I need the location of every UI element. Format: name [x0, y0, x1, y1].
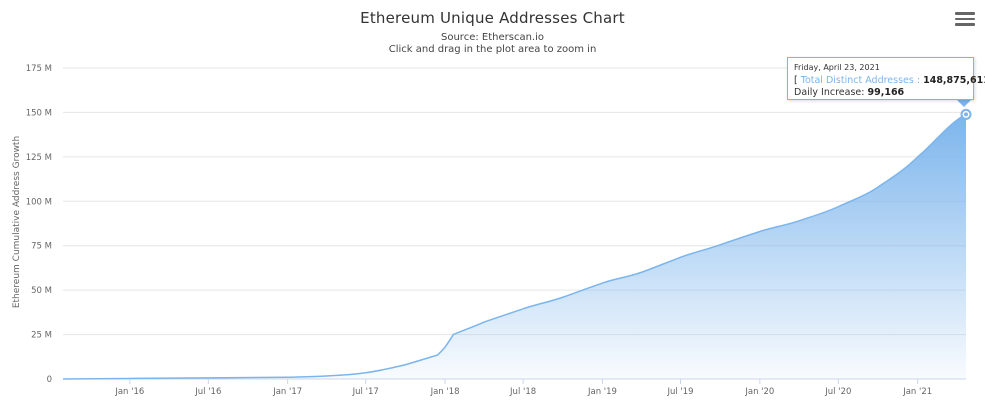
- tooltip-increase-label: Daily Increase:: [794, 87, 865, 98]
- y-axis-title: Ethereum Cumulative Address Growth: [12, 136, 22, 308]
- tooltip-increase-value: 99,166: [867, 87, 905, 98]
- chart-subtitle-zoom-hint: Click and drag in the plot area to zoom …: [388, 44, 597, 55]
- tooltip-series-line: [ Total Distinct Addresses : 148,875,611…: [794, 74, 985, 88]
- highlighted-data-point-core: [964, 112, 968, 117]
- x-tick-label: Jan '20: [744, 387, 774, 397]
- x-tick-label: Jul '18: [509, 387, 536, 397]
- chart-subtitle-source: Source: Etherscan.io: [441, 32, 544, 43]
- y-axis: 0 25 M 50 M 75 M 100 M 125 M 150 M 175 M: [26, 64, 52, 385]
- y-tick-label: 175 M: [26, 64, 52, 74]
- x-tick-label: Jul '20: [824, 387, 851, 397]
- tooltip: Friday, April 23, 2021 [ Total Distinct …: [787, 57, 985, 100]
- x-tick-label: Jan '17: [272, 387, 302, 397]
- x-tick-label: Jul '17: [352, 387, 379, 397]
- tooltip-arrow: [956, 99, 972, 107]
- tooltip-date: Friday, April 23, 2021: [794, 63, 880, 72]
- x-tick-label: Jan '19: [587, 387, 617, 397]
- y-tick-label: 50 M: [31, 286, 52, 296]
- x-tick-label: Jan '21: [902, 387, 932, 397]
- series-area-total-distinct-addresses[interactable]: [63, 114, 966, 380]
- tooltip-series-value: 148,875,611: [923, 74, 985, 86]
- series-line-total-distinct-addresses: [62, 113, 967, 380]
- x-axis: Jan '16 Jul '16 Jan '17 Jul '17 Jan '18 Jul '…: [114, 379, 932, 397]
- y-tick-label: 150 M: [26, 108, 52, 118]
- x-tick-label: Jan '16: [114, 387, 144, 397]
- tooltip-bracket-open: [: [794, 74, 798, 86]
- x-tick-label: Jul '16: [194, 387, 221, 397]
- hamburger-menu-icon[interactable]: [955, 12, 975, 28]
- y-tick-label: 75 M: [31, 242, 52, 252]
- y-tick-label: 100 M: [26, 197, 52, 207]
- y-tick-label: 25 M: [31, 331, 52, 341]
- series-layer: [62, 108, 972, 380]
- chart-title: Ethereum Unique Addresses Chart: [360, 9, 625, 27]
- x-tick-label: Jul '19: [666, 387, 693, 397]
- tooltip-increase-line: Daily Increase: 99,166: [794, 87, 967, 100]
- tooltip-series-label: Total Distinct Addresses :: [800, 74, 921, 86]
- x-tick-label: Jan '18: [430, 387, 460, 397]
- y-tick-label: 0: [47, 375, 52, 385]
- y-tick-label: 125 M: [26, 153, 52, 163]
